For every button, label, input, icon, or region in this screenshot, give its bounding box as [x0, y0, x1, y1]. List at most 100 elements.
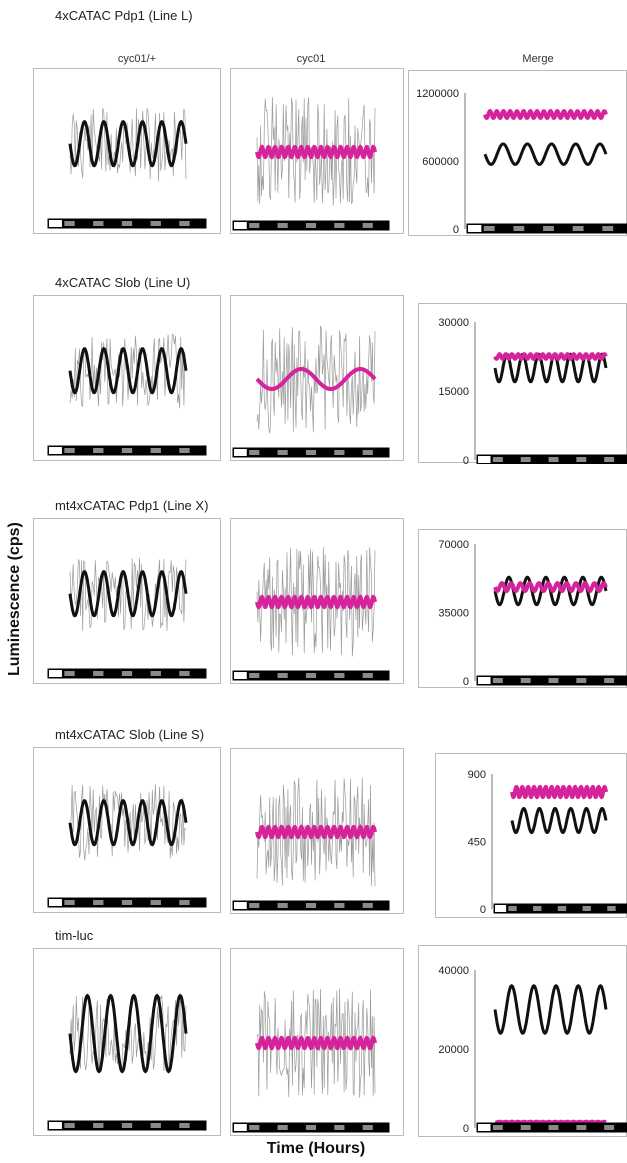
fit-line-cyc01	[255, 1035, 377, 1051]
light-bar-gray	[277, 223, 288, 228]
light-bar-gray	[121, 221, 133, 226]
y-tick-label: 0	[463, 455, 469, 464]
light-bar-white	[49, 670, 62, 677]
light-bar-gray	[305, 673, 317, 678]
panel-cyc01-het	[33, 747, 221, 913]
y-tick-label: 70000	[438, 539, 469, 551]
light-bar-gray	[277, 903, 288, 908]
light-bar-gray	[150, 448, 161, 453]
panel-cyc01-het	[33, 518, 221, 684]
light-bar-gray	[334, 673, 345, 678]
panel-cyc01-het	[33, 295, 221, 461]
row-title: tim-luc	[55, 928, 94, 943]
x-axis-label: Time (Hours)	[266, 1140, 366, 1157]
light-bar-gray	[572, 226, 584, 231]
y-tick-label: 900	[468, 769, 486, 781]
light-bar-white	[478, 1124, 491, 1131]
light-bar-gray	[508, 906, 517, 911]
light-bar-gray	[277, 450, 288, 455]
light-bar-white	[49, 447, 62, 454]
light-bar-gray	[362, 673, 373, 678]
panel-merge: 30000 15000 0	[418, 303, 627, 464]
light-bar-gray	[305, 1125, 317, 1130]
light-bar-gray	[362, 223, 373, 228]
light-bar-white	[49, 1122, 62, 1129]
light-bar-gray	[121, 900, 133, 905]
light-bar-gray	[602, 226, 614, 231]
light-bar-gray	[179, 448, 190, 453]
light-bar-gray	[93, 1123, 104, 1128]
y-tick-label: 0	[463, 1123, 469, 1135]
y-tick-label: 450	[468, 837, 486, 849]
merge-line-cyc01-het	[510, 807, 608, 834]
light-bar-gray	[121, 1123, 133, 1128]
light-bar-gray	[249, 1125, 260, 1130]
light-bar-gray	[64, 448, 75, 453]
light-bar-gray	[520, 457, 531, 462]
light-bar-gray	[179, 671, 190, 676]
light-bar-gray	[334, 903, 345, 908]
light-bar-gray	[604, 678, 615, 683]
light-bar-gray	[179, 900, 190, 905]
light-bar-gray	[362, 1125, 373, 1130]
light-bar-gray	[249, 673, 260, 678]
row-title: mt4xCATAC Pdp1 (Line X)	[55, 498, 209, 513]
light-bar-gray	[305, 450, 317, 455]
row-title: 4xCATAC Pdp1 (Line L)	[55, 8, 193, 23]
light-bar-gray	[249, 223, 260, 228]
light-bar-gray	[607, 906, 616, 911]
light-bar-gray	[557, 906, 567, 911]
y-tick-label: 35000	[438, 608, 469, 620]
raw-trace	[256, 988, 376, 1098]
merge-line-cyc01	[510, 784, 608, 800]
merge-line-cyc01-het	[483, 142, 608, 166]
merge-line-cyc01	[483, 108, 608, 121]
light-bar-gray	[548, 678, 559, 683]
raw-trace	[256, 97, 376, 206]
light-bar-gray	[334, 223, 345, 228]
panel-merge: 70000 35000 0	[418, 529, 627, 688]
merge-line-cyc01	[494, 1119, 607, 1125]
fit-line-cyc01	[255, 824, 377, 840]
light-bar-gray	[64, 671, 75, 676]
merge-line-cyc01-het	[493, 984, 608, 1035]
light-bar-gray	[150, 1123, 161, 1128]
light-bar-white	[49, 220, 62, 227]
light-bar-gray	[334, 1125, 345, 1130]
y-tick-label: 600000	[422, 156, 459, 168]
light-bar-gray	[121, 671, 133, 676]
y-axis-label: Luminescence (cps)	[6, 522, 23, 676]
light-bar-gray	[334, 450, 345, 455]
column-header-cyc01-het: cyc01/+	[117, 53, 157, 65]
light-bar-gray	[492, 678, 503, 683]
light-bar-gray	[64, 221, 75, 226]
light-bar-gray	[179, 1123, 190, 1128]
light-bar-gray	[483, 226, 495, 231]
light-bar-gray	[576, 1125, 587, 1130]
light-bar-white	[234, 1124, 247, 1131]
light-bar-white	[495, 905, 507, 912]
light-bar-gray	[305, 903, 317, 908]
light-bar-gray	[64, 900, 75, 905]
fit-line-cyc01-het	[68, 347, 188, 395]
light-bar-white	[234, 222, 247, 229]
panel-merge: 40000 20000 0	[418, 945, 627, 1137]
light-bar-gray	[121, 448, 133, 453]
panel-cyc01	[230, 748, 404, 914]
light-bar-gray	[604, 457, 615, 462]
y-tick-label: 0	[453, 224, 459, 236]
y-tick-label: 1200000	[416, 88, 459, 100]
light-bar-gray	[533, 906, 542, 911]
y-tick-label: 0	[480, 904, 486, 916]
y-tick-label: 40000	[438, 965, 469, 977]
panel-cyc01	[230, 518, 404, 684]
light-bar-gray	[93, 900, 104, 905]
panel-cyc01	[230, 295, 404, 461]
panel-cyc01-het	[33, 68, 221, 234]
row-title: 4xCATAC Slob (Line U)	[55, 275, 191, 290]
y-tick-label: 0	[463, 676, 469, 688]
fit-line-cyc01	[255, 594, 377, 610]
light-bar-gray	[576, 457, 587, 462]
light-bar-gray	[543, 226, 554, 231]
light-bar-gray	[513, 226, 525, 231]
